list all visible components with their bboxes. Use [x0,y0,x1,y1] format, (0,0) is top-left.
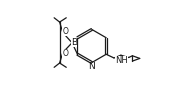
Text: O: O [62,27,68,36]
Text: B: B [71,38,77,47]
Text: O: O [62,49,68,58]
Text: N: N [88,62,95,71]
Text: NH: NH [115,56,128,65]
